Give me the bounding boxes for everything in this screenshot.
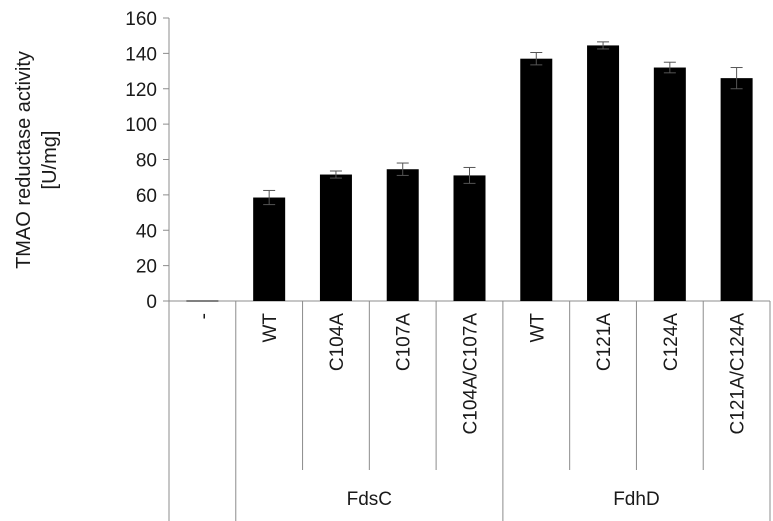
group-label: FdsC <box>347 489 392 510</box>
category-label: C104A <box>327 313 348 371</box>
error-bars <box>263 41 743 206</box>
category-label: C124A <box>661 313 682 371</box>
bar <box>720 78 753 301</box>
bar <box>253 197 286 301</box>
y-axis-ticks: 0 20 40 60 80 100 120 140 160 <box>125 9 169 313</box>
category-label: C107A <box>394 313 415 371</box>
group-label: FdhD <box>613 489 659 510</box>
bar <box>653 67 686 302</box>
category-label: WT <box>260 313 281 343</box>
bar <box>587 45 620 302</box>
bar <box>386 169 419 301</box>
y-tick-label: 20 <box>136 257 157 278</box>
y-tick-label: 100 <box>125 115 157 136</box>
y-axis-title: TMAO reductase activity [U/mg] <box>13 51 61 269</box>
category-label: C121A <box>594 313 615 371</box>
category-label: C121A/C124A <box>728 313 749 435</box>
y-tick-label: 140 <box>125 44 157 65</box>
bars <box>186 45 753 302</box>
category-label: C104A/C107A <box>461 313 482 435</box>
category-label: - <box>193 313 214 319</box>
category-labels: - WT C104A C107A C104A/C107A WT C121A C124A C121… <box>193 313 748 435</box>
y-tick-label: 120 <box>125 80 157 101</box>
y-tick-label: 160 <box>125 9 157 30</box>
bar <box>520 58 553 302</box>
y-tick-label: 40 <box>136 221 157 242</box>
group-labels: FdsC FdhD <box>347 489 660 510</box>
y-tick-label: 60 <box>136 186 157 207</box>
y-tick-label: 80 <box>136 151 157 172</box>
y-axis-title-line-2: [U/mg] <box>39 131 61 190</box>
y-axis-title-line-1: TMAO reductase activity <box>13 51 35 269</box>
bar <box>319 174 352 301</box>
category-label: WT <box>527 313 548 343</box>
bar <box>453 175 486 301</box>
y-tick-label: 0 <box>146 292 157 313</box>
